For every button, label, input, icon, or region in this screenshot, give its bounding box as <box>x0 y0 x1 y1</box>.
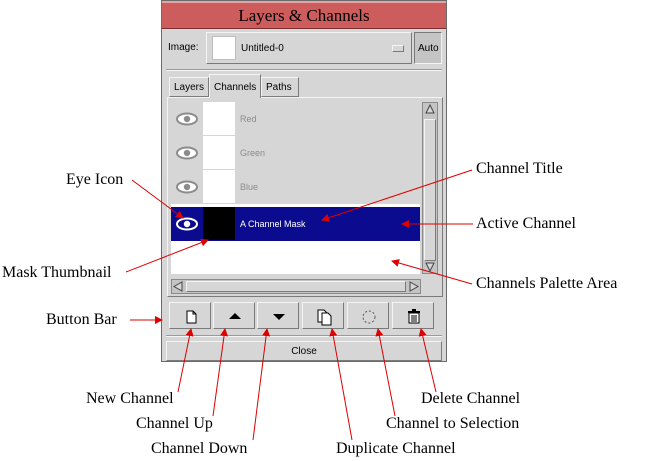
annotation-delete-channel: Delete Channel <box>421 390 521 407</box>
window-title: Layers & Channels <box>238 6 370 25</box>
separator <box>166 69 442 71</box>
close-label: Close <box>291 346 317 357</box>
auto-label: Auto <box>418 43 439 54</box>
channel-thumbnail <box>203 170 235 203</box>
channel-row-mask[interactable]: A Channel Mask <box>171 207 420 241</box>
auto-button[interactable]: Auto <box>414 32 442 64</box>
channel-title: Green <box>240 148 266 158</box>
image-selector[interactable]: Untitled-0 <box>206 32 412 64</box>
scroll-left-arrow-icon[interactable] <box>173 281 183 292</box>
scroll-up-arrow-icon[interactable] <box>425 104 435 114</box>
tab-label: Paths <box>266 82 292 93</box>
annotation-new-channel: New Channel <box>86 390 174 407</box>
horizontal-scroll-thumb[interactable] <box>186 281 406 292</box>
new-channel-button[interactable] <box>169 302 211 329</box>
channel-up-button[interactable] <box>213 302 255 329</box>
channel-title: A Channel Mask <box>240 219 306 229</box>
channels-palette-area[interactable]: Red Green Blue A Channel Mask <box>171 102 420 274</box>
duplicate-icon <box>317 309 332 326</box>
layers-channels-dialog: Layers & Channels Image: Untitled-0 Auto… <box>161 0 447 362</box>
tab-label: Channels <box>214 82 257 93</box>
tab-channels[interactable]: Channels <box>209 74 261 98</box>
channel-row-red[interactable]: Red <box>171 102 420 136</box>
annotation-button-bar: Button Bar <box>46 311 117 328</box>
duplicate-channel-button[interactable] <box>302 302 344 329</box>
channel-down-button[interactable] <box>257 302 299 329</box>
eye-icon[interactable] <box>173 104 201 134</box>
mask-thumbnail <box>203 207 235 240</box>
option-menu-indicator-icon <box>392 45 404 52</box>
channel-thumbnail <box>203 136 235 169</box>
channel-to-selection-button[interactable] <box>347 302 389 329</box>
tab-layers[interactable]: Layers <box>169 77 209 97</box>
tab-paths[interactable]: Paths <box>261 77 299 97</box>
image-label: Image: <box>168 42 199 53</box>
scroll-down-arrow-icon[interactable] <box>425 262 435 272</box>
annotation-active-channel: Active Channel <box>476 215 576 232</box>
vertical-scroll-thumb[interactable] <box>424 119 436 261</box>
eye-icon[interactable] <box>173 209 201 239</box>
annotation-channel-to-selection: Channel to Selection <box>386 415 520 432</box>
annotation-palette-area: Channels Palette Area <box>476 275 618 292</box>
channel-title: Blue <box>240 182 259 192</box>
delete-channel-button[interactable] <box>392 302 434 329</box>
annotation-eye-icon: Eye Icon <box>66 171 124 188</box>
image-name: Untitled-0 <box>241 43 284 54</box>
annotation-mask-thumbnail: Mask Thumbnail <box>2 264 112 281</box>
image-thumbnail <box>212 36 236 60</box>
channel-row-green[interactable]: Green <box>171 136 420 170</box>
annotation-channel-down: Channel Down <box>151 440 248 457</box>
close-button[interactable]: Close <box>166 341 442 361</box>
title-bar[interactable]: Layers & Channels <box>162 1 446 29</box>
new-page-icon <box>186 310 197 324</box>
channel-title: Red <box>240 114 257 124</box>
channel-thumbnail <box>203 102 235 135</box>
annotation-duplicate-channel: Duplicate Channel <box>336 440 456 457</box>
separator <box>166 335 442 337</box>
trash-icon <box>408 309 420 324</box>
selection-circle-icon <box>362 310 376 324</box>
channel-row-blue[interactable]: Blue <box>171 170 420 204</box>
tab-label: Layers <box>174 82 205 93</box>
eye-icon[interactable] <box>173 172 201 202</box>
arrow-up-icon <box>229 313 241 319</box>
eye-icon[interactable] <box>173 138 201 168</box>
annotation-channel-up: Channel Up <box>136 415 213 432</box>
annotation-channel-title: Channel Title <box>476 160 563 177</box>
scroll-right-arrow-icon[interactable] <box>409 281 419 292</box>
arrow-down-icon <box>273 314 285 320</box>
notebook-panel <box>167 97 443 297</box>
